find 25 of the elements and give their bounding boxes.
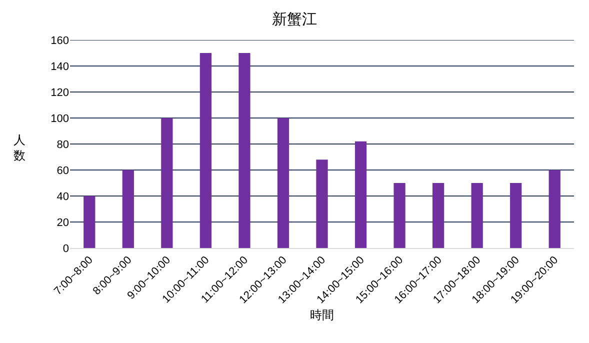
y-tick-label: 40 [56, 190, 69, 203]
y-tick-label: 0 [62, 242, 69, 255]
bar [432, 183, 444, 248]
bar [471, 183, 483, 248]
y-tick-label: 140 [50, 60, 69, 73]
bar [354, 141, 367, 248]
y-tick-label: 60 [56, 164, 69, 177]
chart-title: 新蟹江 [272, 11, 317, 28]
bar [394, 183, 406, 248]
y-tick-label: 160 [50, 34, 69, 47]
bar [238, 53, 250, 248]
bar [122, 170, 134, 248]
x-axis-title: 時間 [310, 308, 334, 322]
y-tick-label: 80 [56, 138, 69, 151]
bar [200, 53, 212, 248]
bar [316, 160, 328, 248]
y-tick-label: 120 [50, 86, 69, 99]
bar [277, 118, 290, 248]
bar [510, 183, 522, 248]
bar [548, 170, 560, 248]
bar [84, 196, 96, 248]
bar [161, 118, 173, 248]
y-axis-title: 人数 [13, 133, 26, 163]
y-tick-label: 20 [56, 216, 69, 229]
y-tick-label: 100 [50, 112, 69, 125]
